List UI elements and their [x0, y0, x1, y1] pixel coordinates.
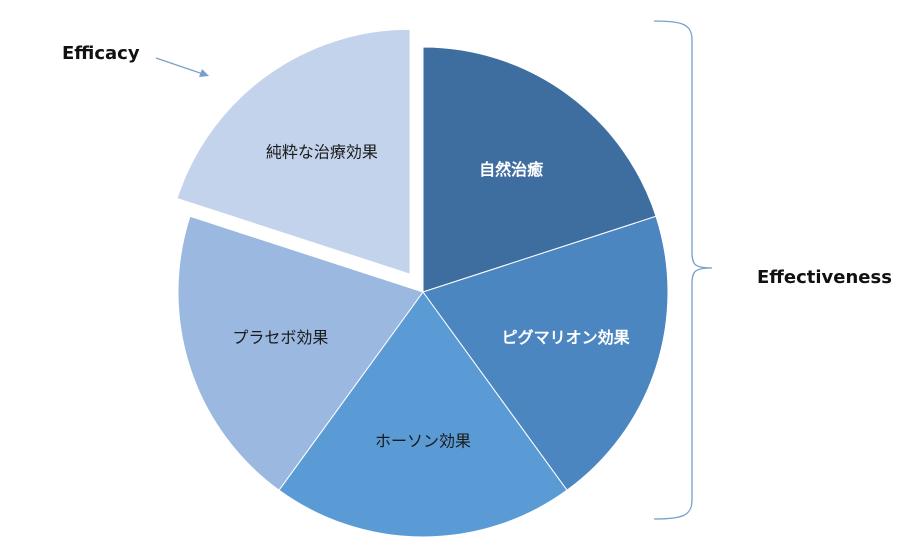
- pie-slice-2: [422, 215, 669, 491]
- pie-slice-label-1: 自然治癒: [479, 160, 543, 179]
- effectiveness-label: Effectiveness: [757, 267, 892, 288]
- efficacy-label: Efficacy: [62, 43, 140, 64]
- pie-slice-label-3: ホーソン効果: [375, 432, 471, 451]
- pie-slice-5: [176, 28, 411, 275]
- pie-slice-label-2: ピグマリオン効果: [502, 328, 630, 347]
- pie-slice-3: [278, 291, 568, 538]
- efficacy-arrow-icon: [155, 57, 209, 77]
- pie-slice-label-4: プラセボ効果: [232, 328, 328, 347]
- pie-slice-1: [422, 46, 657, 293]
- effectiveness-brace: [653, 20, 713, 520]
- pie-slice-label-5: 純粋な治療効果: [266, 142, 378, 161]
- pie-slices: [176, 28, 669, 538]
- pie-slice-4: [177, 215, 424, 491]
